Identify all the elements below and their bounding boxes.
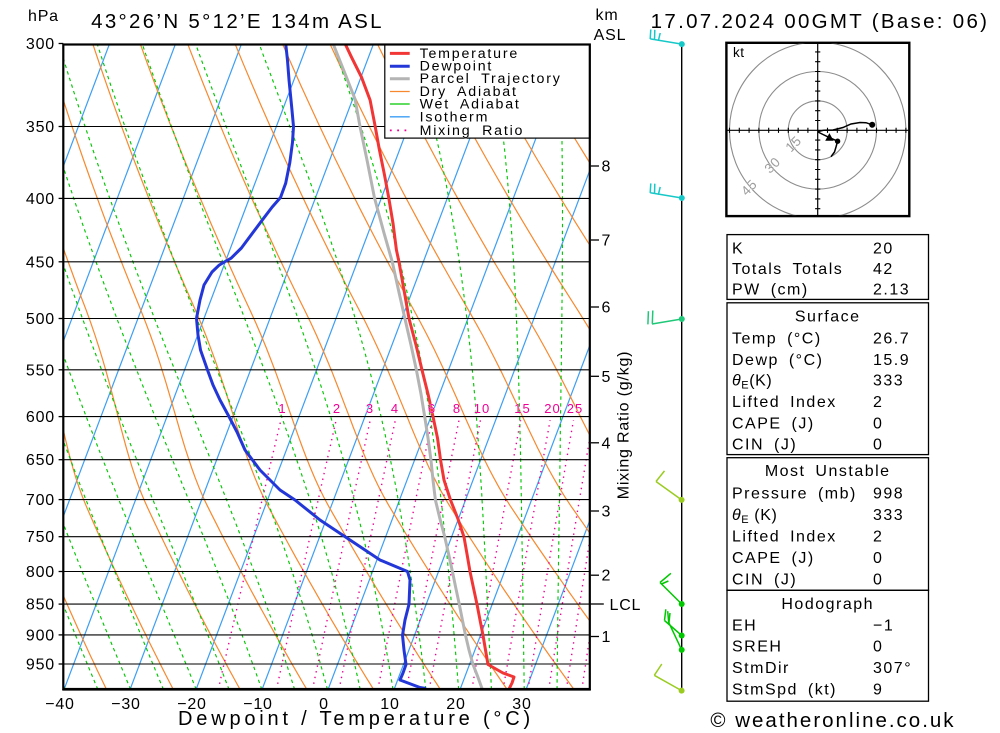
svg-text:LCL: LCL: [610, 597, 642, 614]
svg-text:350: 350: [26, 119, 55, 136]
svg-text:0: 0: [873, 415, 883, 432]
svg-text:4: 4: [391, 401, 399, 416]
svg-text:1: 1: [278, 401, 286, 416]
svg-text:StmDir: StmDir: [732, 660, 790, 677]
svg-text:998: 998: [873, 485, 904, 502]
svg-text:30: 30: [512, 696, 531, 713]
svg-text:6: 6: [602, 300, 612, 317]
svg-text:Pressure (mb): Pressure (mb): [732, 485, 857, 502]
svg-text:Parcel Trajectory: Parcel Trajectory: [420, 71, 562, 87]
svg-text:SREH: SREH: [732, 639, 782, 656]
svg-text:26.7: 26.7: [873, 331, 910, 348]
svg-text:2: 2: [873, 529, 883, 546]
svg-text:−10: −10: [243, 696, 273, 713]
svg-text:17.07.2024 00GMT (Base: 06): 17.07.2024 00GMT (Base: 06): [651, 10, 990, 33]
svg-text:3: 3: [366, 401, 374, 416]
svg-text:Wet Adiabat: Wet Adiabat: [420, 97, 521, 113]
svg-text:4: 4: [602, 435, 612, 452]
svg-text:9: 9: [873, 682, 883, 699]
svg-text:Temp (°C): Temp (°C): [732, 331, 822, 348]
svg-text:2: 2: [602, 568, 612, 585]
svg-text:450: 450: [26, 254, 55, 271]
svg-text:Totals Totals: Totals Totals: [732, 261, 843, 278]
svg-text:700: 700: [26, 492, 55, 509]
svg-text:km: km: [596, 7, 619, 24]
svg-text:Dewp (°C): Dewp (°C): [732, 352, 823, 369]
svg-text:−30: −30: [111, 696, 141, 713]
svg-text:8: 8: [602, 159, 612, 176]
svg-text:Surface: Surface: [795, 308, 861, 325]
svg-text:Dewpoint / Temperature (°C): Dewpoint / Temperature (°C): [178, 708, 534, 730]
svg-text:20: 20: [873, 241, 894, 258]
svg-text:900: 900: [26, 627, 55, 644]
svg-text:43°26’N 5°12’E 134m ASL: 43°26’N 5°12’E 134m ASL: [91, 10, 384, 33]
svg-text:307°: 307°: [873, 660, 912, 677]
svg-text:0: 0: [319, 696, 329, 713]
svg-text:0: 0: [873, 550, 883, 567]
svg-text:3: 3: [602, 504, 612, 521]
svg-text:2.13: 2.13: [873, 282, 910, 299]
svg-text:650: 650: [26, 452, 55, 469]
svg-text:Most Unstable: Most Unstable: [765, 463, 891, 480]
svg-text:EH: EH: [732, 617, 757, 634]
svg-text:hPa: hPa: [28, 8, 59, 25]
svg-text:StmSpd (kt): StmSpd (kt): [732, 682, 837, 699]
svg-text:Temperature: Temperature: [420, 46, 519, 62]
svg-text:25: 25: [567, 401, 583, 416]
svg-text:−1: −1: [873, 617, 894, 634]
svg-text:CIN (J): CIN (J): [732, 572, 797, 589]
svg-text:2: 2: [873, 394, 883, 411]
svg-text:Mixing Ratio (g/kg): Mixing Ratio (g/kg): [616, 351, 633, 500]
svg-text:5: 5: [602, 369, 612, 386]
svg-text:500: 500: [26, 311, 55, 328]
svg-text:−40: −40: [45, 696, 75, 713]
svg-text:CAPE (J): CAPE (J): [732, 415, 815, 432]
svg-text:CIN (J): CIN (J): [732, 436, 797, 453]
svg-text:2: 2: [333, 401, 341, 416]
svg-text:333: 333: [873, 507, 904, 524]
svg-text:400: 400: [26, 191, 55, 208]
svg-text:6: 6: [428, 401, 436, 416]
svg-text:850: 850: [26, 597, 55, 614]
svg-text:PW (cm): PW (cm): [732, 282, 809, 299]
svg-text:10: 10: [474, 401, 490, 416]
svg-text:800: 800: [26, 564, 55, 581]
svg-text:10: 10: [380, 696, 399, 713]
svg-text:0: 0: [873, 639, 883, 656]
svg-text:Dewpoint: Dewpoint: [420, 59, 494, 75]
svg-text:600: 600: [26, 409, 55, 426]
svg-text:20: 20: [446, 696, 465, 713]
svg-text:8: 8: [453, 401, 461, 416]
svg-text:300: 300: [26, 36, 55, 53]
svg-text:Dry Adiabat: Dry Adiabat: [420, 84, 518, 100]
svg-text:CAPE (J): CAPE (J): [732, 550, 815, 567]
svg-text:550: 550: [26, 362, 55, 379]
svg-text:15: 15: [514, 401, 530, 416]
svg-text:K: K: [732, 241, 744, 258]
svg-text:333: 333: [873, 373, 904, 390]
svg-text:0: 0: [873, 572, 883, 589]
svg-text:Mixing Ratio: Mixing Ratio: [420, 123, 525, 139]
svg-text:Isotherm: Isotherm: [420, 109, 490, 125]
svg-text:1: 1: [602, 629, 612, 646]
svg-text:θE(K): θE(K): [732, 373, 772, 392]
svg-text:15.9: 15.9: [873, 352, 910, 369]
svg-text:θE (K): θE (K): [732, 507, 777, 526]
svg-text:Lifted Index: Lifted Index: [732, 394, 837, 411]
svg-text:0: 0: [873, 436, 883, 453]
svg-text:kt: kt: [733, 45, 745, 60]
svg-text:42: 42: [873, 261, 894, 278]
svg-text:750: 750: [26, 529, 55, 546]
svg-text:ASL: ASL: [594, 27, 627, 44]
svg-text:Hodograph: Hodograph: [781, 596, 874, 613]
svg-text:950: 950: [26, 657, 55, 674]
svg-text:7: 7: [602, 233, 612, 250]
svg-text:−20: −20: [177, 696, 207, 713]
svg-text:© weatheronline.co.uk: © weatheronline.co.uk: [710, 709, 955, 732]
svg-text:20: 20: [544, 401, 560, 416]
svg-text:Lifted Index: Lifted Index: [732, 529, 837, 546]
